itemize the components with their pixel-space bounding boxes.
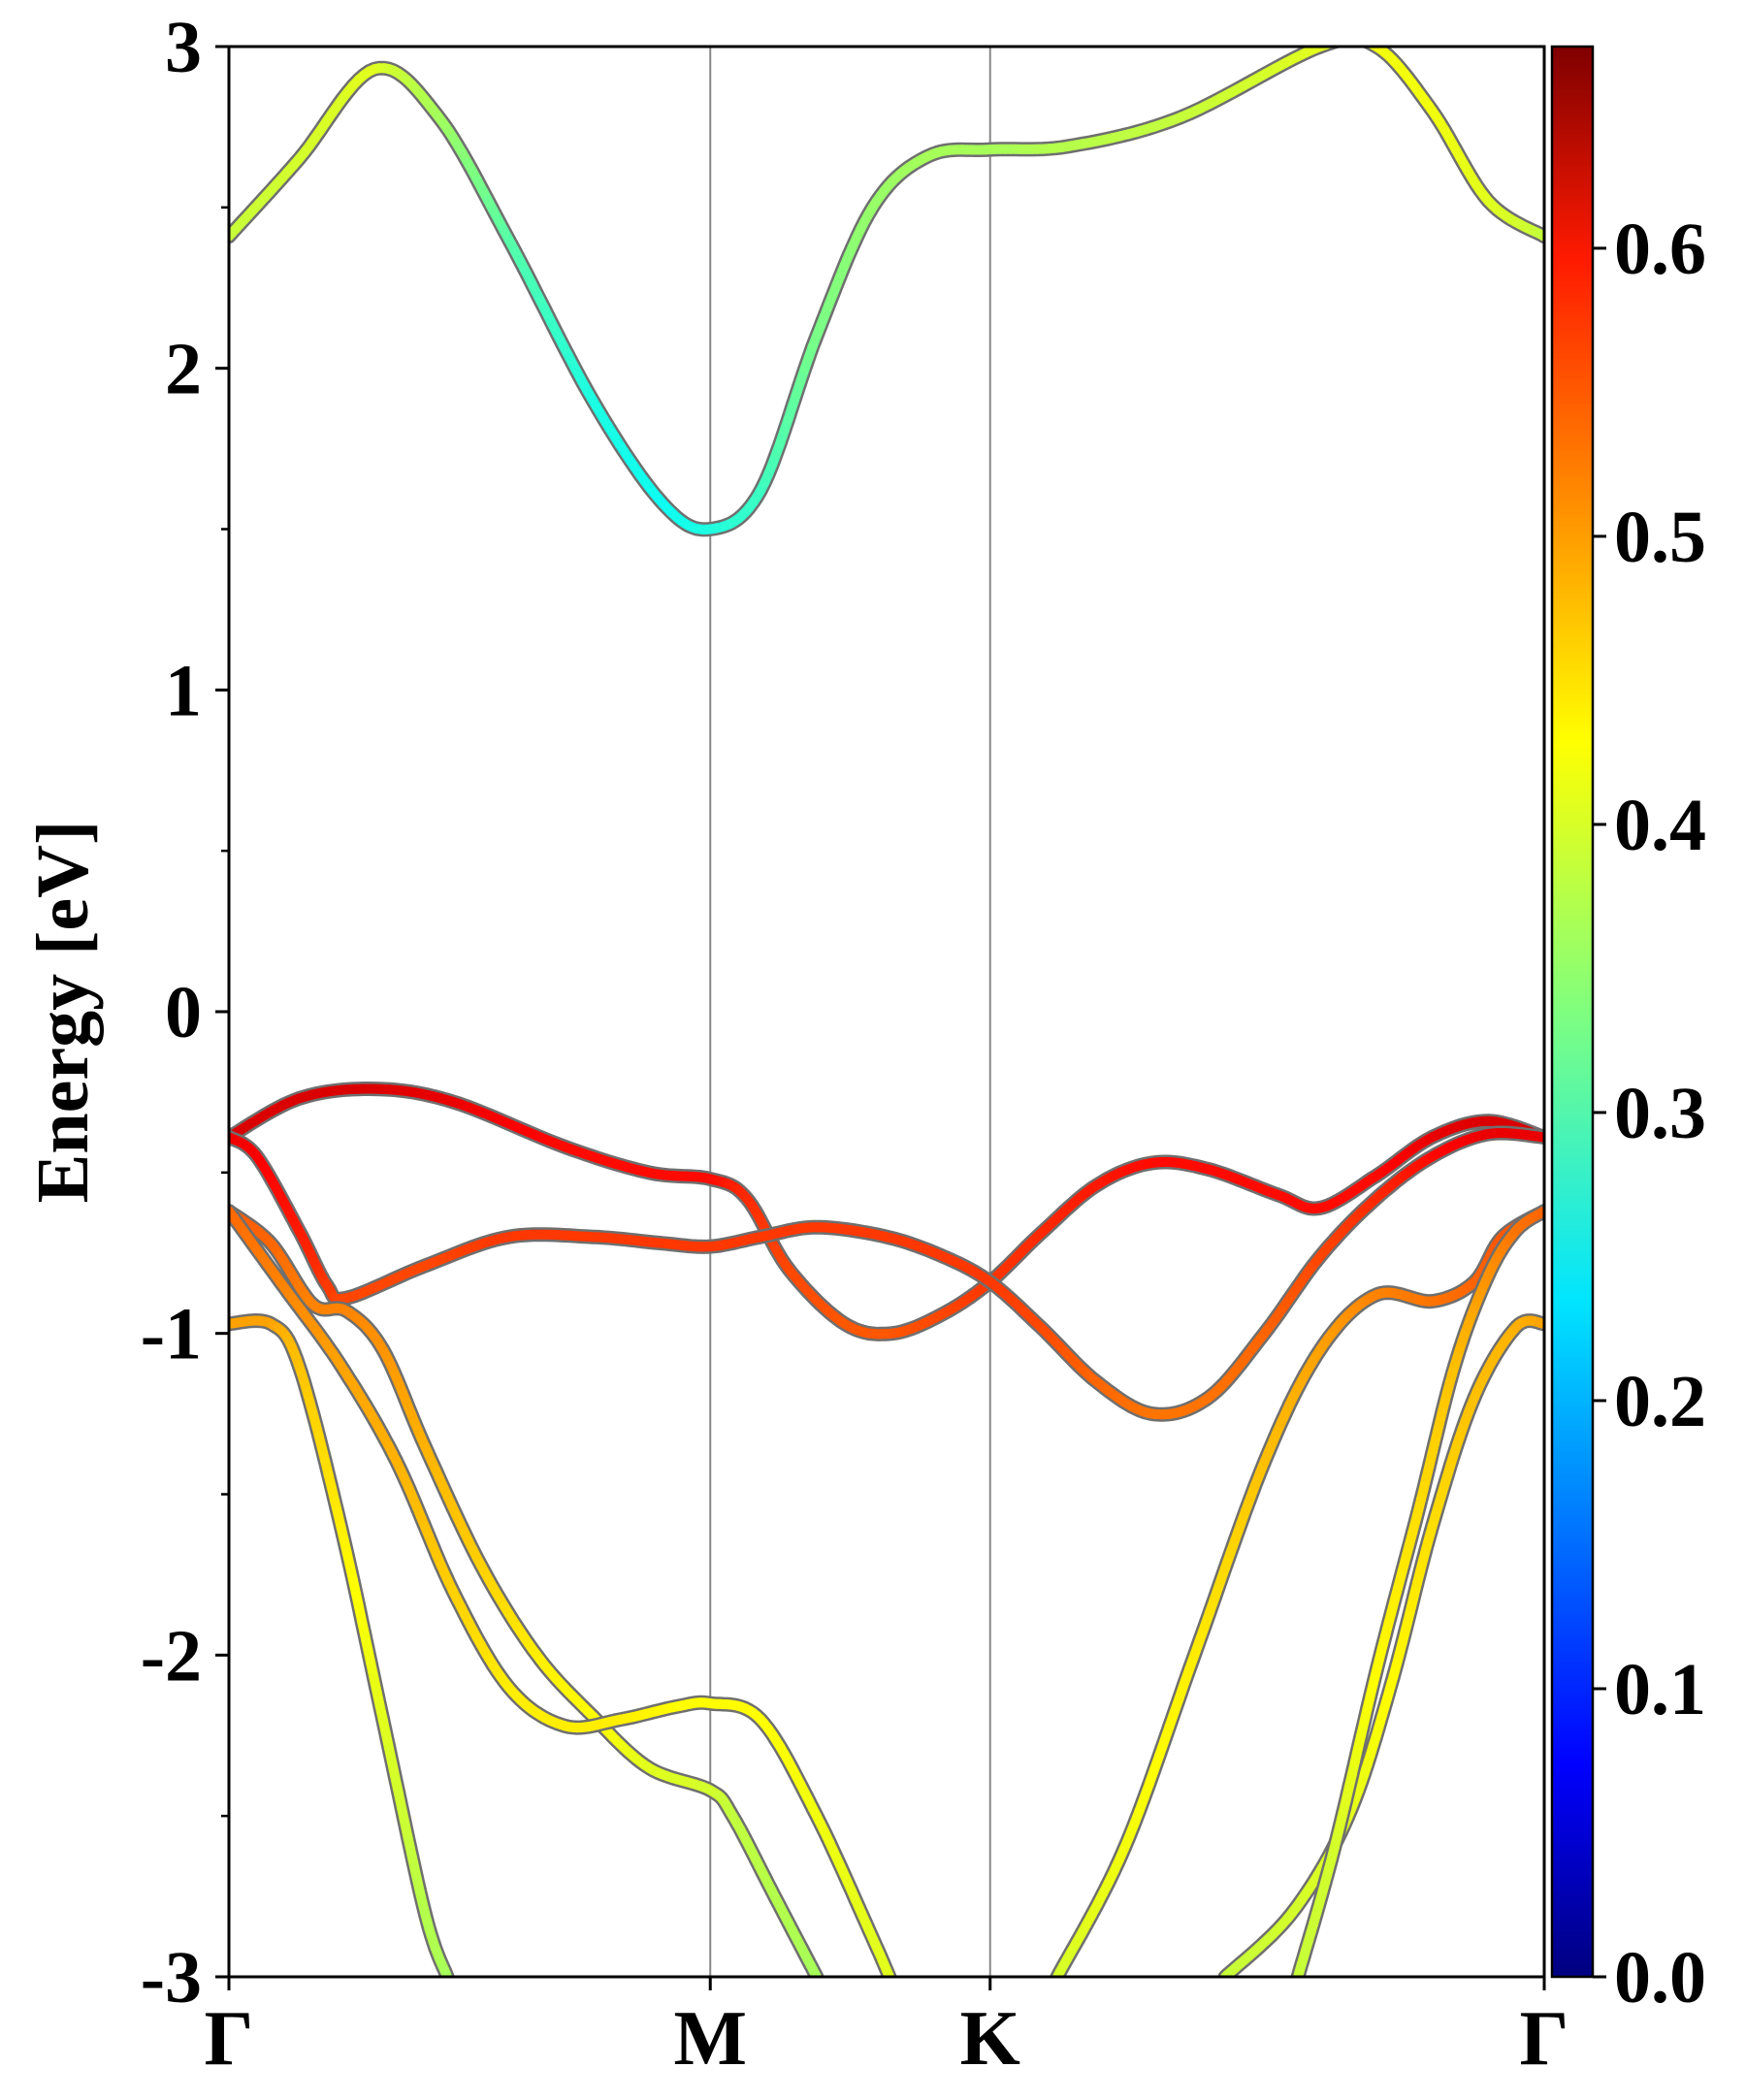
band-3	[229, 1133, 1544, 1414]
band-segment	[1327, 43, 1333, 45]
band-5	[229, 1212, 889, 1977]
band-segment	[1363, 40, 1366, 41]
colorbar	[1552, 47, 1593, 1977]
band-segment	[1360, 39, 1363, 40]
y-tick-label: -2	[141, 1615, 202, 1696]
colorbar-tick-label: 0.4	[1614, 785, 1706, 866]
band-segment	[1369, 43, 1373, 45]
y-tick-label: 3	[165, 7, 202, 88]
colorbar-tick-label: 0.2	[1614, 1361, 1706, 1442]
y-tick-label: -1	[141, 1294, 202, 1375]
band-segment	[1346, 38, 1350, 39]
y-tick-label: 2	[165, 329, 202, 410]
band-2	[229, 1089, 1544, 1335]
y-tick-label: 1	[165, 650, 202, 731]
k-point-label-K: K	[960, 1996, 1020, 2082]
band-outline	[229, 1089, 1544, 1335]
band-lines	[229, 38, 1544, 1977]
colorbar-tick-label: 0.0	[1614, 1937, 1706, 2019]
colorbar-tick-label: 0.3	[1614, 1073, 1706, 1154]
energy-axis: 3 2 1 0 -1 -2 -3	[141, 7, 229, 2019]
colorbar-tick-label: 0.5	[1614, 497, 1706, 578]
k-point-label-Γ: Γ	[205, 1996, 254, 2082]
k-point-label-M: M	[673, 1996, 747, 2082]
band-outline	[229, 1133, 1544, 1414]
y-tick-label: -3	[141, 1937, 202, 2019]
k-point-divider-lines	[710, 47, 990, 1977]
band-segment	[1366, 41, 1369, 43]
band-segment	[1333, 41, 1338, 43]
band-outline	[229, 38, 1544, 530]
plot-frame	[229, 47, 1544, 1977]
y-axis-label: Energy [eV]	[22, 821, 104, 1204]
band-1	[229, 38, 1544, 530]
y-tick-label: 0	[165, 972, 202, 1053]
band-outline	[229, 1212, 889, 1977]
band-segment	[1357, 39, 1360, 40]
colorbar-tick-label: 0.1	[1614, 1649, 1706, 1730]
colorbar-ticks: 0.0 0.1 0.2 0.3 0.4 0.5 0.6	[1593, 209, 1706, 2019]
colorbar-tick-label: 0.6	[1614, 209, 1706, 290]
band-segment	[1338, 40, 1342, 41]
k-point-label-Γ: Γ	[1520, 1996, 1569, 2082]
band-segment	[1342, 39, 1346, 40]
